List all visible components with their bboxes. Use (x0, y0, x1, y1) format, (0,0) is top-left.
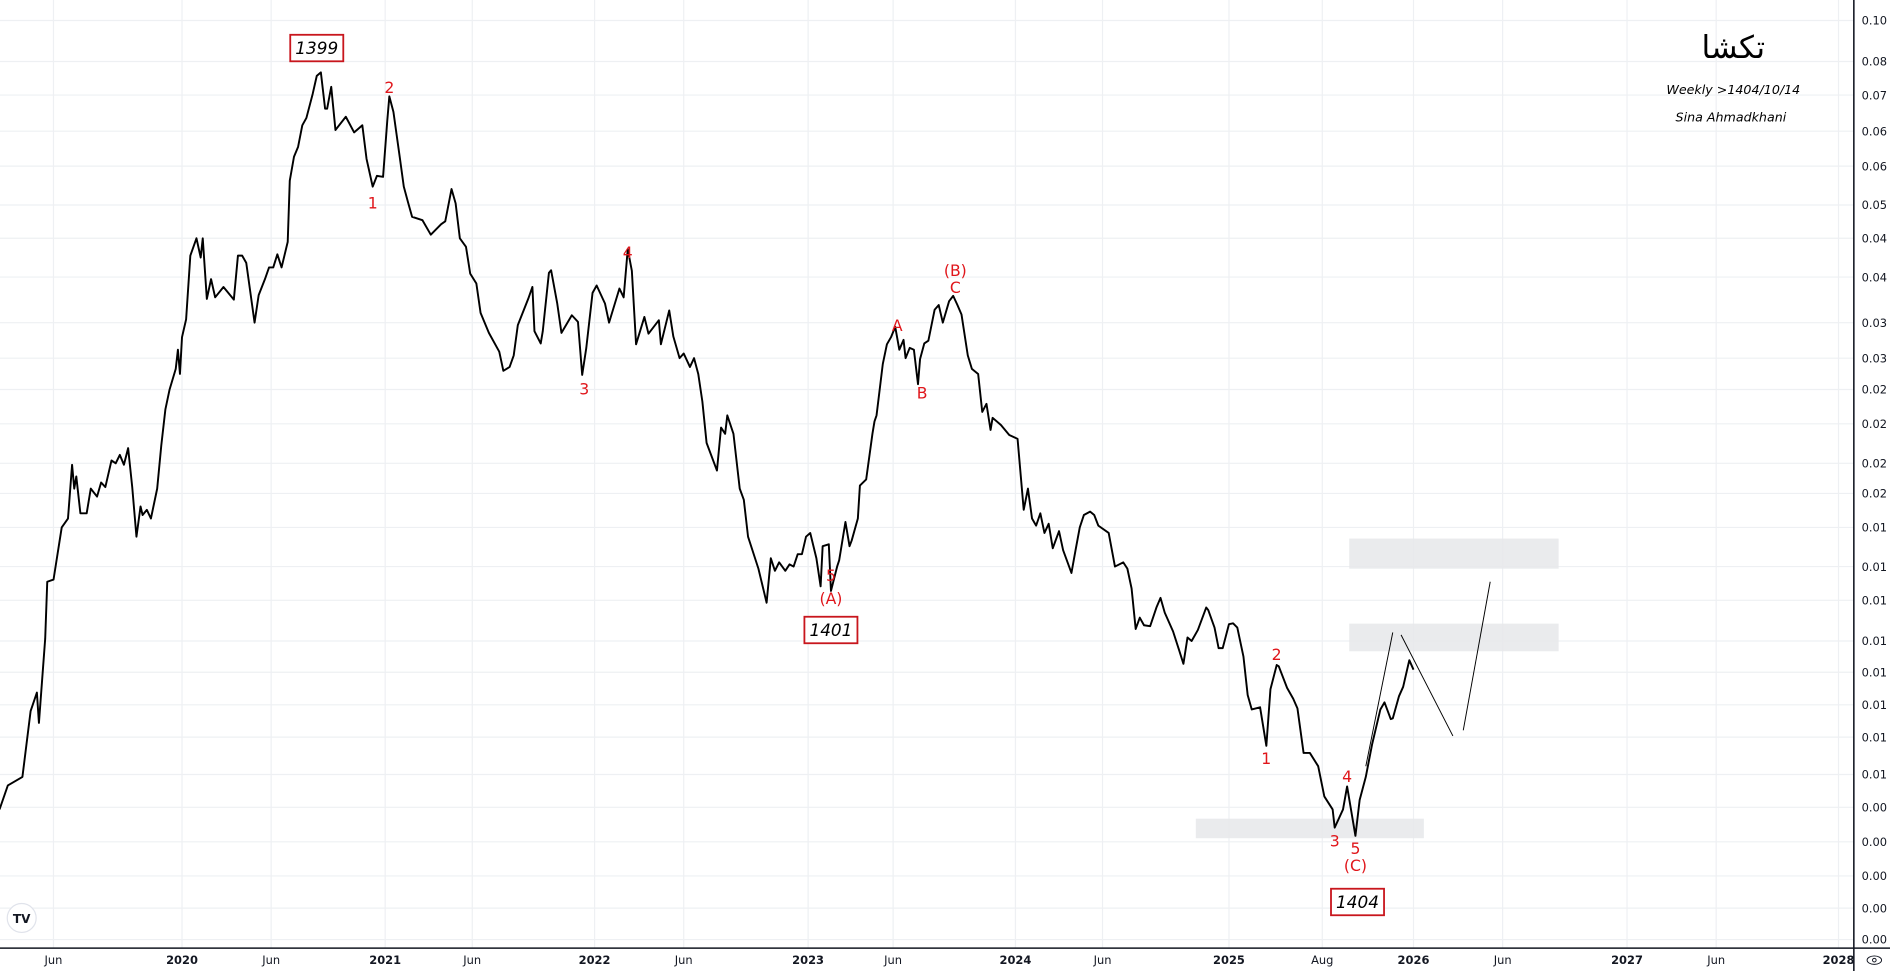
wave-label: 1 (368, 193, 378, 212)
y-tick-label: 0.08 (1862, 55, 1887, 69)
x-tick-label: 2022 (579, 953, 611, 967)
y-tick-label: 0.02 (1862, 417, 1887, 431)
wave-label: A (892, 316, 903, 335)
x-tick-label: Jun (261, 953, 280, 967)
y-tick-label: 0.00 (1862, 869, 1887, 883)
grid (0, 0, 1854, 949)
y-tick-label: 0.01 (1862, 560, 1887, 574)
y-tick-label: 0.02 (1862, 487, 1887, 501)
x-tick-label: 2023 (792, 953, 824, 967)
wave-label: (B) (944, 261, 967, 280)
logo-text: TV (13, 912, 31, 926)
y-tick-label: 0.03 (1862, 351, 1887, 365)
y-tick-label: 0.10 (1862, 14, 1887, 28)
y-tick-label: 0.03 (1862, 316, 1887, 330)
projection-line (1462, 581, 1491, 731)
y-tick-label: 0.01 (1862, 698, 1887, 712)
x-tick-label: 2021 (369, 953, 401, 967)
y-tick-label: 0.05 (1862, 198, 1887, 212)
x-tick-label: 2025 (1213, 953, 1245, 967)
y-tick-label: 0.07 (1862, 88, 1887, 102)
y-tick-label: 0.06 (1862, 159, 1887, 173)
y-tick-label: 0.00 (1862, 801, 1887, 815)
year-label: 1399 (295, 38, 338, 58)
y-tick-label: 0.02 (1862, 383, 1887, 397)
y-tick-label: 0.01 (1862, 521, 1887, 535)
x-tick-label: Jun (883, 953, 902, 967)
wave-label: B (917, 384, 928, 403)
y-tick-label: 0.01 (1862, 665, 1887, 679)
projection-line (1365, 632, 1394, 767)
wave-label: 5 (826, 566, 836, 585)
x-tick-label: Jun (462, 953, 481, 967)
x-tick-label: Jun (44, 953, 63, 967)
x-tick-label: Jun (1093, 953, 1112, 967)
y-tick-label: 0.00 (1862, 901, 1887, 915)
year-label-box (1330, 887, 1385, 917)
tradingview-logo[interactable]: TV (6, 902, 37, 934)
year-label: 1404 (1336, 892, 1379, 912)
x-tick-label: 2026 (1398, 953, 1430, 967)
x-tick-label: Jun (1706, 953, 1725, 967)
y-tick-label: 0.01 (1862, 730, 1887, 744)
x-tick-label: Aug (1311, 953, 1333, 967)
wave-label: 4 (623, 243, 633, 262)
wave-label: 5 (1350, 839, 1360, 858)
projection-lines (1365, 581, 1491, 767)
time-axis[interactable]: Jun 2020 Jun 2021 Jun 2022 Jun 2023 Jun 2024 Jun 20… (44, 953, 1855, 967)
wave-label: 4 (1342, 767, 1352, 786)
y-tick-label: 0.00 (1862, 933, 1887, 947)
y-tick-label: 0.04 (1862, 270, 1887, 284)
wave-label: 2 (1272, 645, 1282, 664)
wave-label: 3 (1330, 832, 1340, 851)
year-label-box (803, 615, 859, 645)
wave-label: 1 (1261, 749, 1271, 768)
y-tick-label: 0.06 (1862, 124, 1887, 138)
wave-label: 2 (384, 78, 394, 97)
y-tick-label: 0.01 (1862, 594, 1887, 608)
wave-label: C (950, 278, 961, 297)
projection-line (1400, 634, 1454, 737)
zones (1195, 538, 1559, 839)
wave-label: (A) (819, 589, 842, 608)
settings-eye-icon[interactable] (1866, 955, 1883, 965)
y-tick-label: 0.04 (1862, 231, 1887, 245)
price-axis-bg (1853, 0, 1890, 971)
x-tick-label: 2027 (1611, 953, 1643, 967)
x-tick-label: 2028 (1823, 953, 1855, 967)
author-label: Sina Ahmadkhani (1676, 110, 1787, 125)
price-series (0, 71, 1415, 837)
wave-label: (C) (1344, 856, 1367, 875)
x-tick-label: Jun (1493, 953, 1512, 967)
x-tick-label: 2020 (166, 953, 198, 967)
price-zone (1349, 623, 1559, 652)
price-zone (1195, 818, 1424, 839)
price-zone (1349, 538, 1559, 569)
x-tick-label: Jun (674, 953, 693, 967)
timeframe-label: Weekly >1404/10/14 (1666, 82, 1800, 97)
chart-title: تکشا (1702, 30, 1766, 66)
y-tick-label: 0.02 (1862, 457, 1887, 471)
x-tick-label: 2024 (1000, 953, 1032, 967)
y-tick-label: 0.00 (1862, 835, 1887, 849)
year-label: 1401 (809, 620, 852, 640)
price-axis[interactable]: 0.10 0.08 0.07 0.06 0.06 0.05 0.04 0.04 0.03 0.03… (1862, 14, 1887, 947)
price-line (0, 71, 1415, 837)
y-tick-label: 0.01 (1862, 634, 1887, 648)
y-tick-label: 0.01 (1862, 768, 1887, 782)
chart-header: تکشا Weekly >1404/10/14 Sina Ahmadkhani (1666, 30, 1800, 125)
year-label-box (289, 33, 345, 63)
wave-label: 3 (579, 379, 589, 398)
time-axis-bg (0, 948, 1890, 971)
